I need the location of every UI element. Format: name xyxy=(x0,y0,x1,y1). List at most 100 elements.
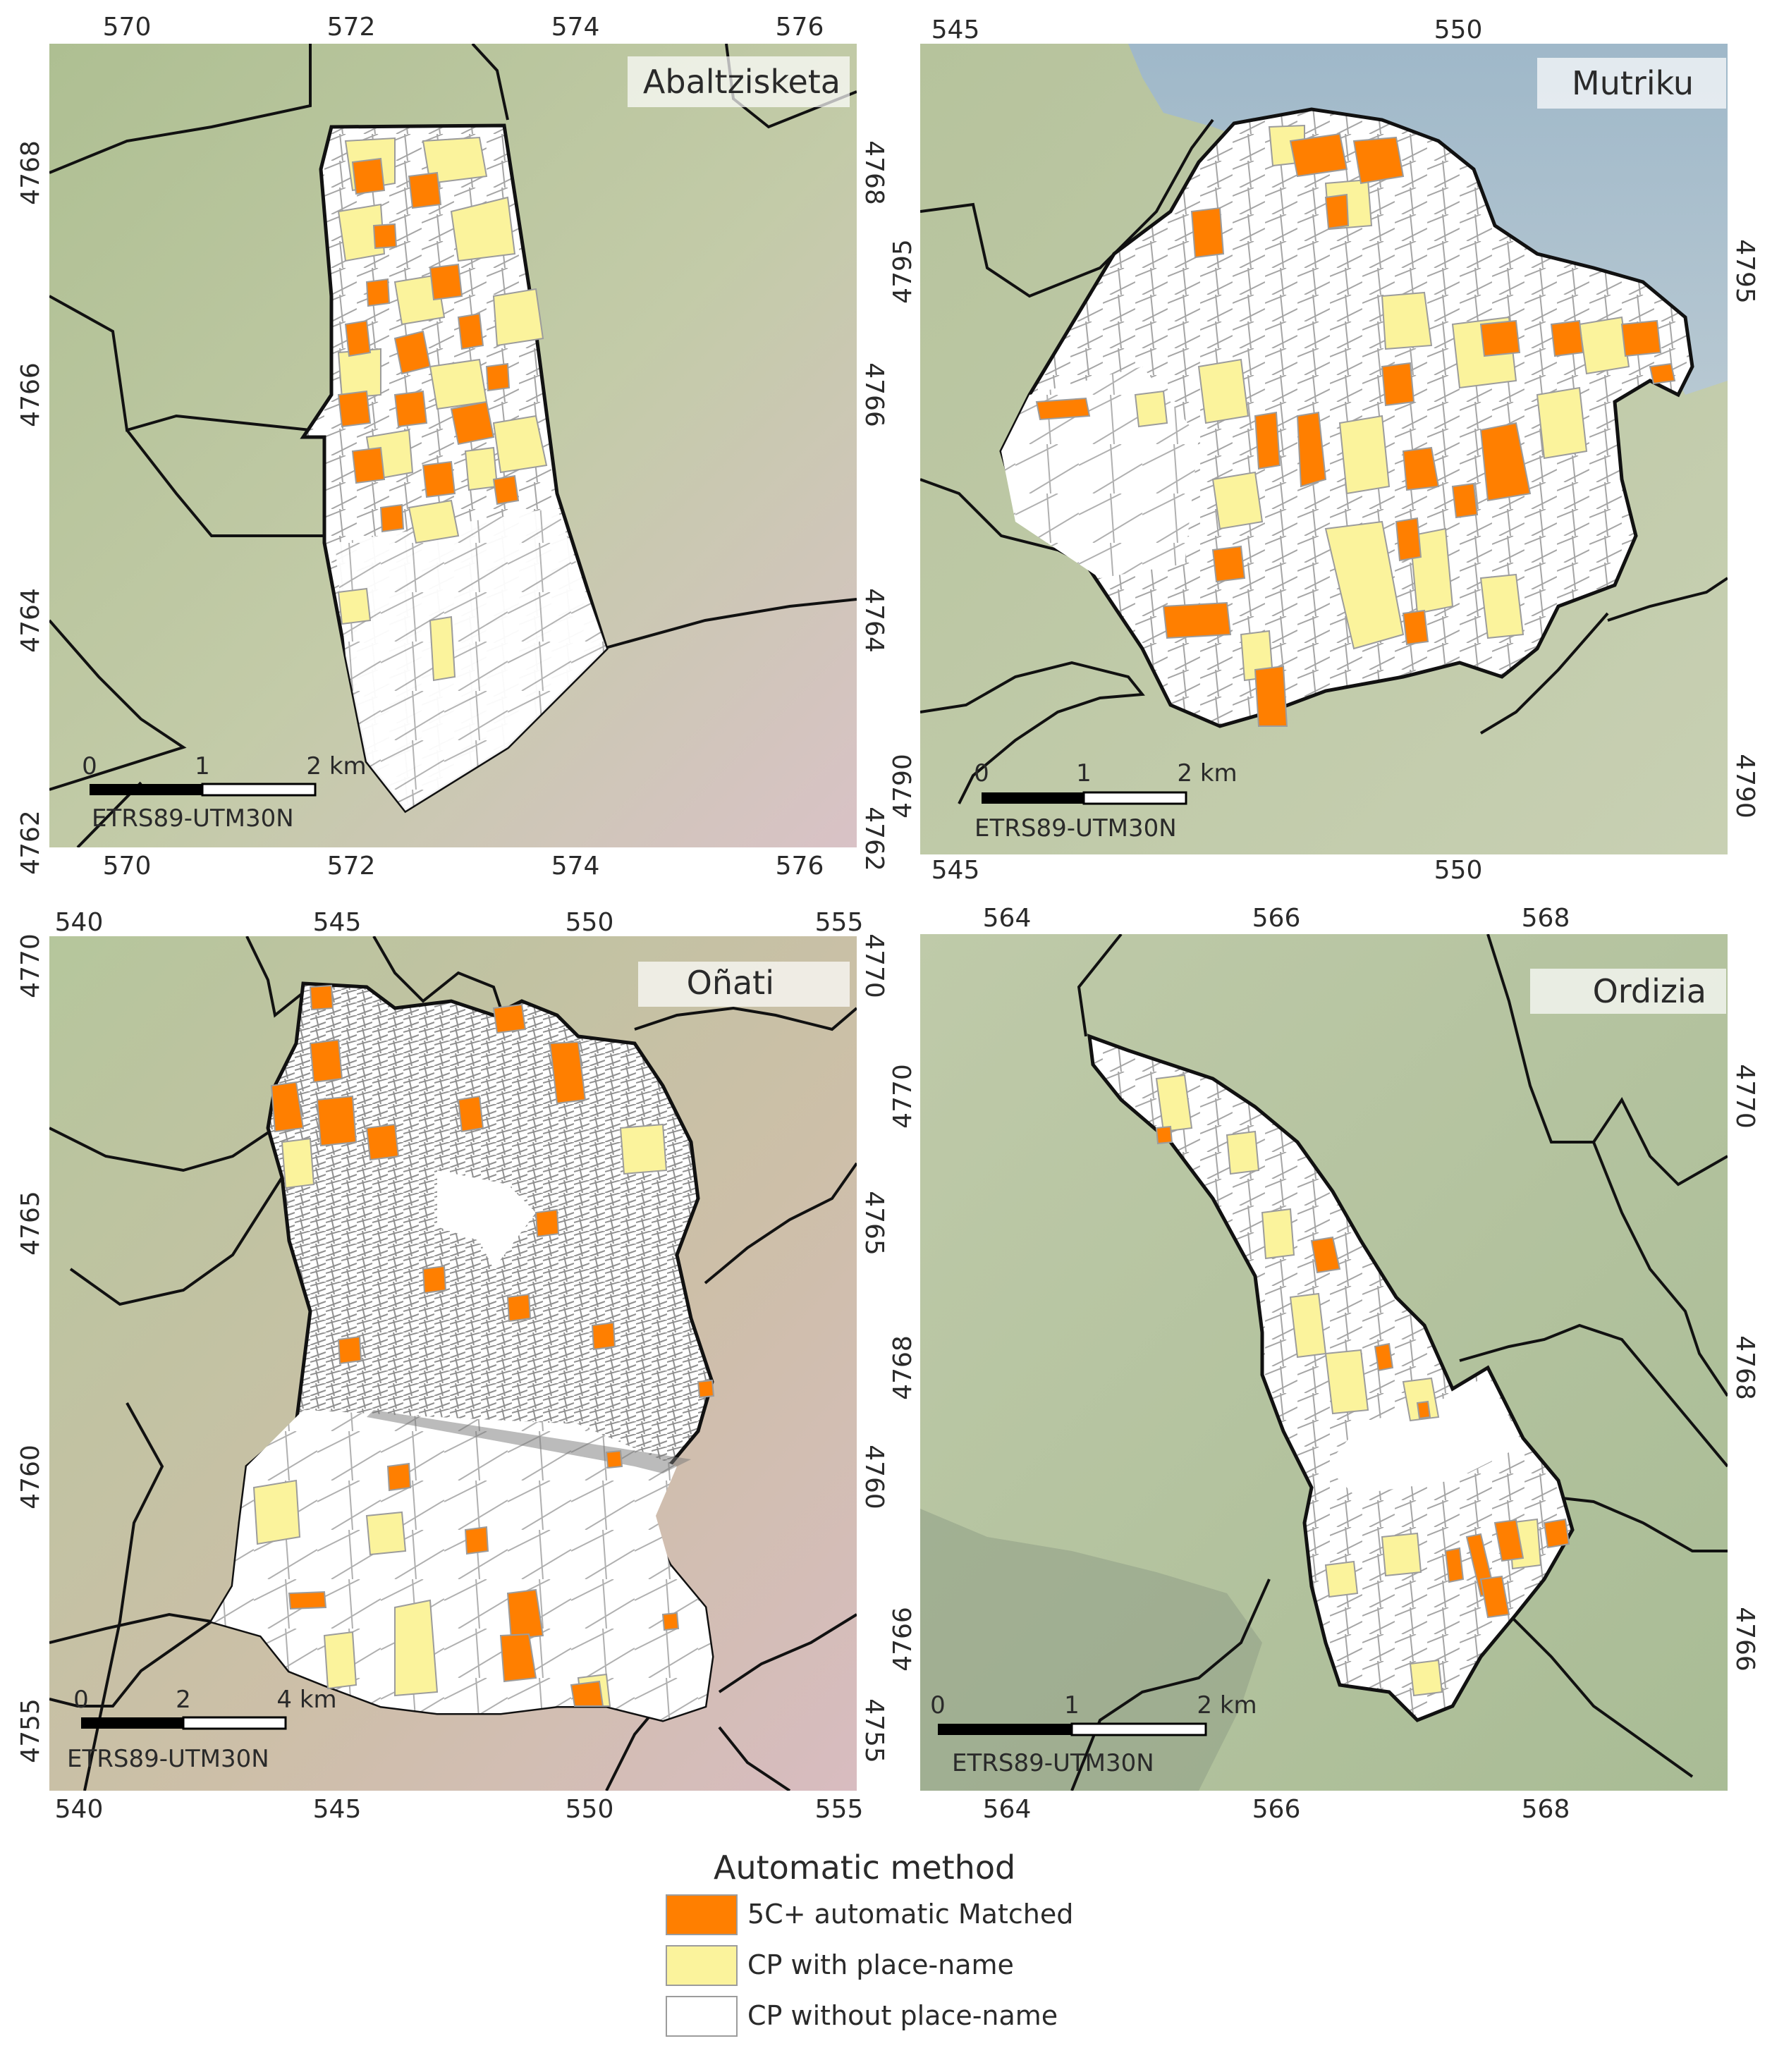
panel-title-background xyxy=(1537,58,1726,109)
y-tick-left: 4766 xyxy=(16,362,45,427)
panel-title-background xyxy=(638,962,850,1007)
y-tick-right: 4768 xyxy=(860,140,888,205)
scale-label-0: 0 xyxy=(974,759,989,787)
y-tick-right: 4770 xyxy=(1730,1064,1759,1129)
scale-bar: 0 1 2 km ETRS89-UTM30N xyxy=(82,752,366,833)
panel-title: Oñati xyxy=(687,964,774,1002)
scale-bar: 0 1 2 km ETRS89-UTM30N xyxy=(930,1691,1257,1777)
x-tick-top: 545 xyxy=(313,908,362,937)
parcels-matched xyxy=(270,984,715,1707)
y-tick-right: 4770 xyxy=(860,933,888,998)
x-tick-bottom: 568 xyxy=(1522,1795,1570,1824)
axis-ticks: 545 550 545 550 4795 4790 4795 4790 xyxy=(888,16,1759,885)
y-tick-left: 4766 xyxy=(888,1607,917,1672)
x-tick-bottom: 550 xyxy=(1434,856,1483,885)
scale-label-2: 2 km xyxy=(306,752,366,780)
y-tick-left: 4770 xyxy=(888,1064,917,1129)
y-tick-right: 4795 xyxy=(1730,239,1759,304)
y-tick-right: 4764 xyxy=(860,588,888,653)
parcels-place-name xyxy=(252,1123,668,1707)
scale-label-1: 2 xyxy=(176,1686,191,1714)
x-tick-top: 550 xyxy=(566,908,614,937)
x-tick-top: 550 xyxy=(1434,16,1483,44)
x-tick-bottom: 566 xyxy=(1252,1795,1301,1824)
panel-abaltzisketa: Abaltzisketa 0 1 2 km ETRS89-UTM30N 570 … xyxy=(16,13,888,881)
x-tick-bottom: 550 xyxy=(566,1795,614,1824)
scale-bar: 0 2 4 km ETRS89-UTM30N xyxy=(67,1686,337,1773)
y-tick-left: 4770 xyxy=(16,933,45,998)
parcels-matched xyxy=(1035,133,1676,727)
scale-bar: 0 1 2 km ETRS89-UTM30N xyxy=(974,759,1237,842)
scale-bar-white xyxy=(1082,791,1187,805)
x-tick-top: 564 xyxy=(983,904,1032,933)
scale-bar-white xyxy=(201,783,317,797)
unparceled-area xyxy=(1326,1375,1523,1495)
x-tick-bottom: 576 xyxy=(776,852,824,881)
axis-ticks: 564 566 568 564 566 568 4770 4768 4766 4… xyxy=(888,904,1759,1824)
scale-label-1: 1 xyxy=(1076,759,1092,787)
legend-swatch xyxy=(666,1894,738,1935)
y-tick-right: 4768 xyxy=(1730,1335,1759,1400)
x-tick-top: 574 xyxy=(551,13,600,42)
legend-label: 5C+ automatic Matched xyxy=(747,1899,1073,1930)
x-tick-bottom: 555 xyxy=(815,1795,864,1824)
y-tick-right: 4790 xyxy=(1730,754,1759,819)
crs-label: ETRS89-UTM30N xyxy=(92,804,294,833)
legend-swatch xyxy=(666,1996,738,2037)
scale-label-0: 0 xyxy=(73,1686,89,1714)
legend-item: CP with place-name xyxy=(666,1945,1014,1986)
y-tick-left: 4762 xyxy=(16,810,45,875)
x-tick-top: 572 xyxy=(327,13,376,42)
panel-onati: Oñati 0 2 4 km ETRS89-UTM30N 540 545 550… xyxy=(16,908,888,1824)
y-tick-right: 4760 xyxy=(860,1445,888,1509)
x-tick-top: 570 xyxy=(103,13,152,42)
y-tick-right: 4766 xyxy=(860,362,888,427)
panel-title: Abaltzisketa xyxy=(643,63,841,101)
x-tick-top: 568 xyxy=(1522,904,1570,933)
panel-mutriku: Mutriku 0 1 2 km ETRS89-UTM30N 545 550 5… xyxy=(888,16,1759,885)
admin-boundaries xyxy=(49,936,857,1791)
scale-label-0: 0 xyxy=(82,752,97,780)
municipality-outline xyxy=(999,107,1694,728)
axis-ticks: 540 545 550 555 540 545 550 555 4770 476… xyxy=(16,908,888,1824)
reservoir-area xyxy=(437,1170,536,1269)
x-tick-top: 545 xyxy=(931,16,980,44)
x-tick-top: 540 xyxy=(55,908,104,937)
x-tick-bottom: 564 xyxy=(983,1795,1032,1824)
x-tick-bottom: 572 xyxy=(327,852,376,881)
panel-title-background xyxy=(628,56,850,107)
panel-title: Ordizia xyxy=(1593,972,1706,1010)
y-tick-left: 4764 xyxy=(16,588,45,653)
parcels-unmatched xyxy=(335,508,606,811)
legend-swatch xyxy=(666,1945,738,1986)
x-tick-top: 555 xyxy=(815,908,864,937)
legend-item: CP without place-name xyxy=(666,1996,1058,2037)
y-tick-left: 4765 xyxy=(16,1191,45,1256)
scale-bar-black xyxy=(81,1717,183,1729)
map-labels: Ordizia xyxy=(1530,969,1726,1014)
legend-label: CP without place-name xyxy=(747,2000,1058,2031)
y-tick-left: 4768 xyxy=(888,1335,917,1400)
scale-label-2: 4 km xyxy=(276,1686,336,1714)
parcels-place-name xyxy=(1155,1074,1542,1697)
scale-bar-white xyxy=(1070,1722,1207,1736)
y-tick-left: 4790 xyxy=(888,754,917,819)
legend-label: CP with place-name xyxy=(747,1949,1014,1980)
parcels-matched xyxy=(337,157,520,533)
y-tick-right: 4765 xyxy=(860,1191,888,1256)
x-tick-bottom: 570 xyxy=(103,852,152,881)
panel-title: Mutriku xyxy=(1572,64,1694,102)
scale-bar-black xyxy=(982,792,1084,804)
map-labels: Mutriku xyxy=(1537,58,1726,109)
crs-label: ETRS89-UTM30N xyxy=(67,1745,269,1773)
y-tick-right: 4766 xyxy=(1730,1607,1759,1672)
x-tick-bottom: 545 xyxy=(931,856,980,885)
scale-label-1: 1 xyxy=(195,752,210,780)
y-tick-left: 4760 xyxy=(16,1445,45,1509)
y-tick-left: 4795 xyxy=(888,239,917,304)
legend: Automatic method 5C+ automatic Matched C… xyxy=(666,1849,1073,2037)
scale-bar-white xyxy=(182,1716,287,1730)
legend-item: 5C+ automatic Matched xyxy=(666,1894,1073,1935)
admin-boundaries xyxy=(49,44,857,847)
